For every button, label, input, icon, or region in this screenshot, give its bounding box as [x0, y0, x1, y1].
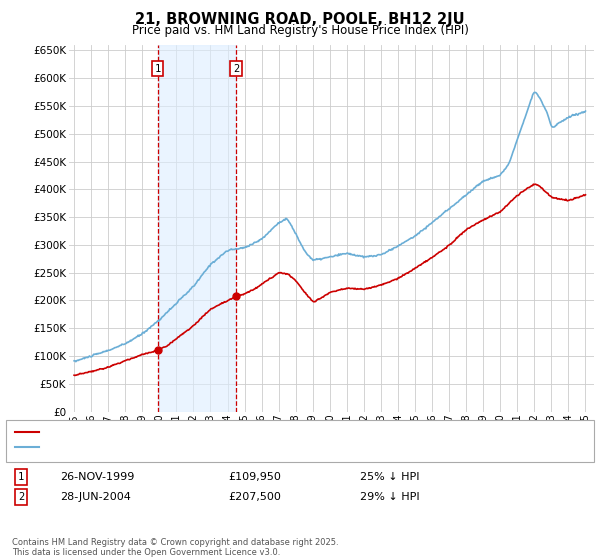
Text: £207,500: £207,500	[228, 492, 281, 502]
Text: 21, BROWNING ROAD, POOLE, BH12 2JU (detached house): 21, BROWNING ROAD, POOLE, BH12 2JU (deta…	[42, 427, 347, 437]
Text: 26-NOV-1999: 26-NOV-1999	[60, 472, 134, 482]
Text: 1: 1	[18, 472, 24, 482]
Text: 1: 1	[155, 64, 161, 74]
Text: £109,950: £109,950	[228, 472, 281, 482]
Text: Price paid vs. HM Land Registry's House Price Index (HPI): Price paid vs. HM Land Registry's House …	[131, 24, 469, 36]
Bar	[158, 45, 236, 412]
Text: 28-JUN-2004: 28-JUN-2004	[60, 492, 131, 502]
Text: 2: 2	[18, 492, 24, 502]
Text: 25% ↓ HPI: 25% ↓ HPI	[360, 472, 419, 482]
Text: Contains HM Land Registry data © Crown copyright and database right 2025.
This d: Contains HM Land Registry data © Crown c…	[12, 538, 338, 557]
Text: HPI: Average price, detached house, Bournemouth Christchurch and Poole: HPI: Average price, detached house, Bour…	[42, 442, 430, 452]
Text: 29% ↓ HPI: 29% ↓ HPI	[360, 492, 419, 502]
Text: 21, BROWNING ROAD, POOLE, BH12 2JU: 21, BROWNING ROAD, POOLE, BH12 2JU	[135, 12, 465, 27]
Text: 2: 2	[233, 64, 239, 74]
